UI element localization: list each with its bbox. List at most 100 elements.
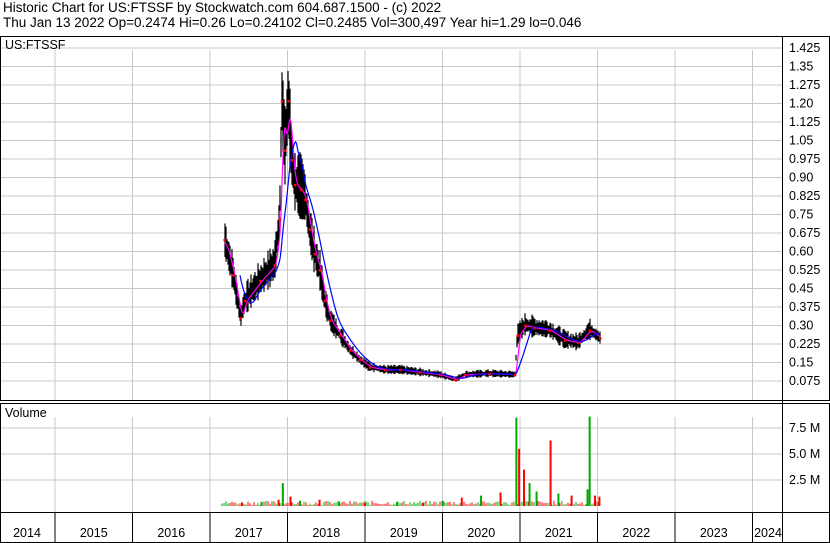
quote-summary: Thu Jan 13 2022 Op=0.2474 Hi=0.26 Lo=0.2… xyxy=(3,15,582,30)
year-label: 2014 xyxy=(13,526,41,540)
close-marker xyxy=(323,299,327,303)
close-marker xyxy=(313,252,316,256)
close-marker xyxy=(576,341,580,345)
volume-bars xyxy=(221,416,601,506)
price-tick-label: 1.275 xyxy=(789,78,820,92)
volume-bar xyxy=(396,501,399,506)
close-marker xyxy=(338,334,342,337)
year-label: 2016 xyxy=(157,526,185,540)
close-marker xyxy=(304,198,307,202)
volume-panel xyxy=(0,403,830,513)
year-label: 2023 xyxy=(700,526,728,540)
close-marker xyxy=(290,159,294,162)
close-marker xyxy=(239,317,243,320)
close-marker xyxy=(399,368,402,372)
volume-bar xyxy=(549,440,552,506)
close-marker xyxy=(368,366,372,369)
close-marker xyxy=(318,269,322,272)
volume-bar xyxy=(277,499,280,506)
close-marker xyxy=(516,334,519,337)
volume-bar xyxy=(289,496,292,506)
volume-bar xyxy=(528,483,531,506)
year-label: 2021 xyxy=(545,526,573,540)
volume-bar xyxy=(318,499,321,506)
volume-bar xyxy=(499,492,502,506)
close-marker xyxy=(533,326,536,330)
close-marker xyxy=(564,339,567,342)
price-tick-label: 0.225 xyxy=(789,337,820,351)
volume-tick-label: 7.5 M xyxy=(789,421,820,435)
price-tick-label: 0.525 xyxy=(789,263,820,277)
close-marker xyxy=(463,373,467,377)
volume-bar xyxy=(518,448,521,506)
close-marker xyxy=(280,100,284,103)
close-marker xyxy=(299,188,303,192)
close-marker xyxy=(524,324,527,327)
volume-bar xyxy=(557,493,560,506)
volume-bar xyxy=(480,495,483,506)
volume-bar xyxy=(588,416,591,506)
year-label: 2024 xyxy=(754,526,782,540)
close-marker xyxy=(513,373,517,377)
close-marker xyxy=(283,149,287,152)
volume-bar xyxy=(535,491,538,506)
close-marker xyxy=(244,299,247,303)
volume-bar xyxy=(593,495,596,506)
volume-bar xyxy=(421,502,424,506)
volume-tick-label: 5.0 M xyxy=(789,447,820,461)
close-marker xyxy=(438,373,442,377)
chart-title: Historic Chart for US:FTSSF by Stockwatc… xyxy=(3,0,442,15)
year-label: 2020 xyxy=(467,526,495,540)
close-marker xyxy=(358,359,362,362)
volume-bar xyxy=(260,501,263,506)
price-tick-label: 1.425 xyxy=(789,41,820,55)
close-marker xyxy=(273,264,277,267)
close-marker xyxy=(488,372,492,376)
volume-bar xyxy=(299,500,302,506)
price-tick-label: 1.20 xyxy=(789,97,813,111)
price-bars xyxy=(224,71,601,382)
volume-bar xyxy=(598,496,601,506)
price-tick-label: 0.75 xyxy=(789,208,813,222)
price-tick-label: 0.675 xyxy=(789,226,820,240)
price-tick-label: 0.075 xyxy=(789,374,820,388)
volume-label: Volume xyxy=(5,406,47,420)
year-label: 2022 xyxy=(622,526,650,540)
volume-bar xyxy=(241,502,244,506)
close-marker xyxy=(599,337,602,340)
close-marker xyxy=(308,228,312,231)
volume-tick-label: 2.5 M xyxy=(789,473,820,487)
price-panel xyxy=(0,36,830,401)
price-tick-label: 0.825 xyxy=(789,189,820,203)
close-marker xyxy=(588,329,592,332)
price-tick-label: 1.05 xyxy=(789,134,813,148)
price-tick-label: 0.90 xyxy=(789,171,813,185)
volume-bar xyxy=(364,502,366,506)
close-marker xyxy=(383,368,387,372)
year-label: 2017 xyxy=(235,526,263,540)
close-marker xyxy=(232,273,235,277)
price-tick-label: 1.35 xyxy=(789,60,813,74)
price-tick-label: 0.15 xyxy=(789,356,813,370)
close-marker xyxy=(223,238,226,242)
close-marker xyxy=(454,378,457,382)
volume-bar xyxy=(460,497,463,506)
year-label: 2018 xyxy=(312,526,340,540)
price-tick-label: 0.30 xyxy=(789,319,813,333)
close-marker xyxy=(348,349,352,352)
close-marker xyxy=(328,319,332,323)
close-marker xyxy=(287,100,290,103)
volume-bar xyxy=(281,483,284,506)
close-marker xyxy=(548,329,552,332)
year-label: 2019 xyxy=(390,526,418,540)
volume-bar xyxy=(338,501,341,506)
price-tick-label: 0.375 xyxy=(789,300,820,314)
price-tick-label: 0.60 xyxy=(789,245,813,259)
price-tick-label: 0.45 xyxy=(789,282,813,296)
close-marker xyxy=(278,218,282,221)
close-marker xyxy=(259,280,262,283)
volume-bar xyxy=(570,495,573,506)
year-label: 2015 xyxy=(80,526,108,540)
close-marker xyxy=(418,371,422,374)
